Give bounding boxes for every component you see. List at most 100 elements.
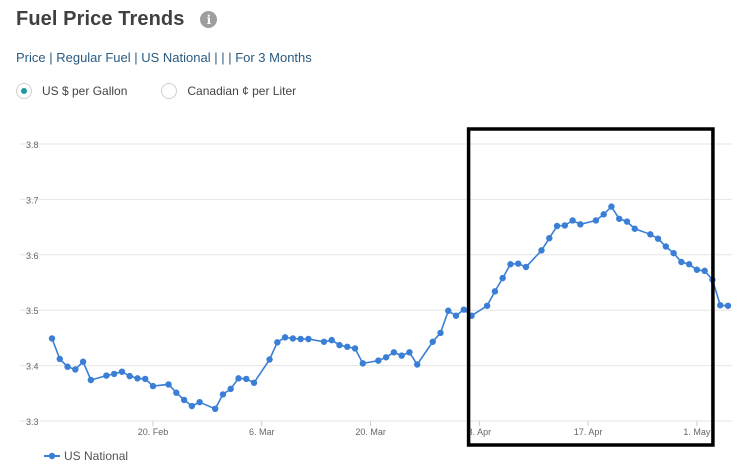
data-point[interactable]: [538, 247, 545, 254]
series-line-us-national: [51, 205, 729, 410]
radio-selected-dot: [21, 88, 27, 94]
data-point[interactable]: [134, 375, 141, 382]
data-point[interactable]: [577, 221, 584, 228]
data-point[interactable]: [437, 329, 444, 337]
unit-option-canadian-liter[interactable]: Canadian ¢ per Liter: [161, 83, 296, 99]
data-point[interactable]: [235, 375, 242, 382]
data-point[interactable]: [429, 338, 436, 345]
data-point[interactable]: [173, 389, 180, 396]
data-point[interactable]: [592, 217, 600, 224]
x-tick-label: 20. Mar: [355, 427, 386, 437]
radio-button-us-gallon[interactable]: [16, 83, 32, 99]
data-point[interactable]: [670, 249, 677, 257]
y-axis: 3.3 3.4 3.5 3.6 3.7 3.8: [26, 140, 39, 427]
data-point[interactable]: [701, 267, 708, 275]
unit-option-us-gallon[interactable]: US $ per Gallon: [16, 83, 127, 99]
data-point[interactable]: [250, 379, 258, 386]
y-tick-label: 3.3: [26, 417, 39, 427]
data-point[interactable]: [79, 358, 87, 365]
data-point[interactable]: [243, 375, 250, 383]
data-point[interactable]: [553, 222, 561, 230]
x-tick-label: 1. May: [683, 427, 711, 437]
data-point[interactable]: [165, 381, 172, 388]
data-point[interactable]: [188, 402, 196, 410]
data-point[interactable]: [600, 211, 607, 218]
data-point[interactable]: [118, 368, 126, 375]
data-point[interactable]: [142, 375, 149, 383]
data-point[interactable]: [297, 335, 304, 343]
data-point[interactable]: [406, 349, 413, 356]
data-point[interactable]: [289, 335, 297, 342]
data-point[interactable]: [320, 338, 328, 345]
data-point[interactable]: [491, 288, 499, 295]
info-icon[interactable]: i: [200, 11, 218, 28]
data-point[interactable]: [211, 405, 219, 413]
data-point[interactable]: [460, 306, 468, 313]
data-point[interactable]: [546, 234, 553, 242]
x-tick-label: 20. Feb: [138, 427, 169, 437]
data-point[interactable]: [328, 336, 335, 344]
data-point[interactable]: [87, 376, 95, 384]
data-point[interactable]: [274, 339, 281, 346]
highlight-rectangle: [466, 127, 715, 447]
x-tick-label: 3. Apr: [468, 427, 492, 437]
data-point[interactable]: [685, 261, 693, 268]
data-point[interactable]: [616, 215, 623, 222]
data-point[interactable]: [351, 345, 359, 352]
y-tick-label: 3.7: [26, 195, 39, 205]
data-point[interactable]: [717, 302, 724, 309]
data-point[interactable]: [724, 302, 732, 309]
data-point[interactable]: [569, 217, 576, 224]
data-point[interactable]: [561, 222, 569, 229]
data-point[interactable]: [48, 335, 56, 342]
x-tick-label: 6. Mar: [249, 427, 275, 437]
data-point[interactable]: [56, 355, 63, 363]
data-point[interactable]: [281, 334, 289, 341]
data-point[interactable]: [359, 360, 367, 367]
data-point[interactable]: [623, 218, 631, 225]
legend[interactable]: US National: [44, 449, 128, 463]
data-point[interactable]: [647, 231, 654, 238]
data-point[interactable]: [126, 372, 133, 380]
data-point[interactable]: [382, 354, 390, 361]
data-point[interactable]: [110, 370, 118, 378]
data-point[interactable]: [219, 391, 227, 398]
data-point[interactable]: [180, 396, 188, 404]
data-point[interactable]: [305, 335, 312, 343]
data-point[interactable]: [515, 260, 522, 267]
data-point[interactable]: [149, 382, 157, 390]
data-point[interactable]: [507, 261, 514, 268]
x-tick-label: 17. Apr: [574, 427, 603, 437]
data-point[interactable]: [413, 361, 421, 368]
data-point[interactable]: [631, 225, 638, 232]
unit-option-label: Canadian ¢ per Liter: [187, 84, 297, 98]
data-point[interactable]: [266, 356, 273, 363]
x-axis: 20. Feb 6. Mar 20. Mar 3. Apr 17. Apr 1. May: [138, 421, 711, 437]
data-point[interactable]: [103, 372, 110, 379]
data-point[interactable]: [398, 352, 405, 359]
data-point[interactable]: [452, 312, 460, 319]
data-point[interactable]: [227, 385, 234, 393]
data-point[interactable]: [375, 357, 382, 364]
data-point[interactable]: [72, 366, 79, 373]
legend-label[interactable]: US National: [64, 449, 128, 463]
y-tick-label: 3.8: [26, 140, 39, 150]
data-point[interactable]: [64, 363, 71, 370]
page-title: Fuel Price Trends: [16, 8, 185, 30]
radio-button-canadian-liter[interactable]: [161, 83, 178, 99]
data-point[interactable]: [499, 274, 506, 282]
data-point[interactable]: [522, 263, 530, 271]
data-point[interactable]: [196, 398, 203, 406]
data-point[interactable]: [344, 343, 351, 350]
data-point[interactable]: [483, 302, 491, 309]
y-tick-label: 3.5: [26, 306, 39, 316]
unit-option-label: US $ per Gallon: [42, 84, 128, 98]
data-point[interactable]: [390, 349, 398, 356]
data-point[interactable]: [445, 307, 452, 314]
data-point[interactable]: [654, 235, 662, 242]
data-point[interactable]: [608, 203, 615, 210]
data-point[interactable]: [693, 266, 701, 273]
data-point[interactable]: [336, 341, 343, 349]
data-point[interactable]: [678, 258, 685, 266]
data-point[interactable]: [662, 243, 670, 250]
